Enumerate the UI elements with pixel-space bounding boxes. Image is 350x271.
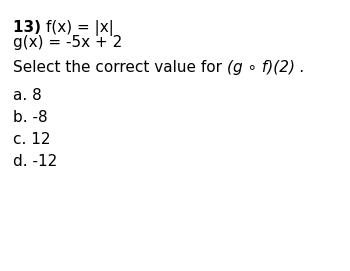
Text: 13): 13) (13, 20, 46, 35)
Text: (g ∘ f)(2) .: (g ∘ f)(2) . (227, 60, 304, 75)
Text: d. -12: d. -12 (13, 154, 57, 169)
Text: f(x) = |x|: f(x) = |x| (46, 20, 114, 36)
Text: Select the correct value for: Select the correct value for (13, 60, 227, 75)
Text: b. -8: b. -8 (13, 110, 48, 125)
Text: a. 8: a. 8 (13, 88, 42, 103)
Text: g(x) = -5x + 2: g(x) = -5x + 2 (13, 35, 122, 50)
Text: c. 12: c. 12 (13, 132, 50, 147)
